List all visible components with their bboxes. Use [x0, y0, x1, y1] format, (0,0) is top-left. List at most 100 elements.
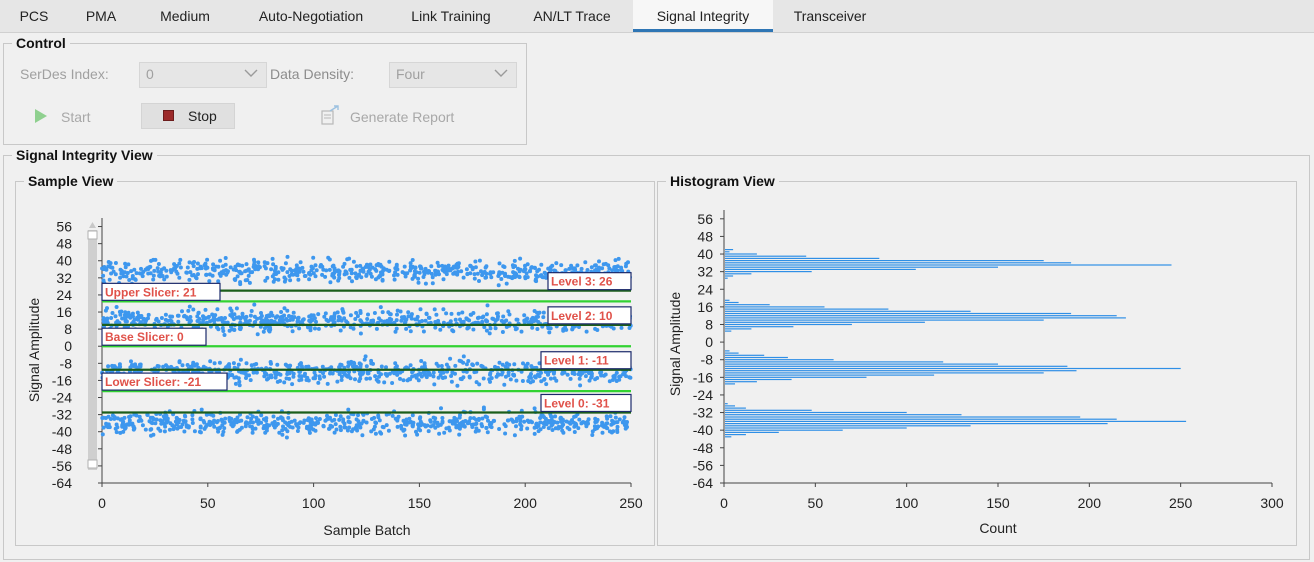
sample-point — [307, 271, 312, 276]
sample-point — [174, 269, 179, 274]
sample-point — [374, 326, 379, 331]
sample-point — [419, 421, 424, 426]
tab-link-training[interactable]: Link Training — [411, 8, 491, 24]
histogram-bar — [725, 427, 907, 429]
sample-point — [207, 279, 212, 284]
sample-point — [295, 429, 300, 433]
sample-point — [181, 418, 186, 423]
sample-point — [484, 271, 489, 276]
sample-point — [211, 413, 216, 418]
histogram-bar — [725, 363, 998, 365]
sample-point — [395, 272, 400, 277]
sample-point — [194, 276, 199, 281]
sample-point — [599, 373, 604, 378]
sample-point — [278, 379, 282, 383]
sample-point — [284, 435, 289, 440]
sample-point — [297, 326, 302, 331]
sample-point — [532, 431, 537, 436]
sample-point — [233, 277, 238, 282]
sample-point — [416, 378, 421, 383]
sample-point — [403, 274, 408, 279]
sample-point — [527, 375, 532, 380]
histogram-bar — [725, 431, 779, 433]
scrollbar-track[interactable] — [88, 230, 97, 470]
sample-point — [414, 270, 419, 275]
histogram-bar — [725, 356, 788, 359]
sample-point — [139, 266, 143, 271]
sample-point — [151, 432, 156, 437]
stop-button[interactable]: Stop — [141, 103, 235, 129]
sample-point — [153, 257, 158, 262]
scroll-up-icon[interactable] — [89, 222, 96, 228]
tab-transceiver[interactable]: Transceiver — [793, 8, 867, 24]
sample-point — [585, 268, 590, 272]
generate-report-button[interactable]: Generate Report — [316, 104, 476, 128]
tab-signal-integrity[interactable]: Signal Integrity — [633, 0, 773, 32]
y-tick-label: -32 — [693, 405, 713, 421]
sample-point — [548, 376, 553, 381]
sample-point — [487, 331, 492, 336]
sample-point — [626, 260, 630, 265]
sample-point — [330, 272, 335, 276]
sample-point — [461, 360, 466, 365]
tab-pma[interactable]: PMA — [85, 8, 117, 24]
sample-point — [333, 422, 338, 427]
sample-point — [110, 311, 115, 315]
sample-point — [489, 275, 494, 280]
y-tick-label: 8 — [64, 321, 72, 337]
sample-point — [335, 310, 340, 315]
sample-point — [590, 429, 595, 434]
sample-point — [176, 313, 181, 318]
amplitude-scrollbar[interactable] — [87, 222, 98, 470]
scrollbar-top-thumb[interactable] — [87, 230, 98, 240]
y-tick-label: -24 — [693, 387, 713, 403]
tab-auto-negotiation[interactable]: Auto-Negotiation — [258, 8, 364, 24]
sample-point — [266, 376, 271, 381]
sample-point — [419, 359, 424, 363]
sample-point — [507, 312, 512, 317]
sample-point — [556, 426, 561, 431]
sample-point — [550, 415, 554, 420]
sample-point — [311, 255, 316, 260]
sample-point — [496, 372, 501, 377]
scrollbar-bottom-thumb[interactable] — [87, 459, 98, 469]
sample-point — [605, 426, 610, 431]
sample-point — [401, 316, 406, 321]
sample-point — [100, 432, 105, 437]
sample-point — [261, 329, 266, 334]
histogram-bar — [725, 304, 770, 306]
sample-point — [272, 272, 277, 277]
sample-point — [364, 364, 369, 369]
sample-point — [106, 422, 111, 427]
sample-point — [269, 267, 274, 272]
sample-point — [262, 260, 267, 265]
sample-point — [553, 414, 558, 419]
histogram-bar — [725, 416, 1081, 418]
sample-point — [143, 267, 148, 272]
sample-point — [453, 363, 458, 368]
sample-point — [232, 327, 237, 332]
x-tick-label: 100 — [895, 495, 919, 511]
serdes-index-select[interactable]: 0 — [139, 62, 267, 88]
sample-point — [245, 415, 250, 420]
sample-point — [505, 418, 510, 423]
tab-medium[interactable]: Medium — [160, 8, 210, 24]
sample-view-group: Sample View — [15, 173, 655, 546]
sample-point — [406, 310, 411, 315]
sample-point — [465, 421, 470, 426]
sample-point — [234, 375, 239, 380]
sample-point — [485, 303, 490, 308]
sample-point — [597, 259, 601, 264]
sample-point — [493, 326, 498, 331]
start-button[interactable]: Start — [24, 104, 134, 128]
sample-point — [466, 359, 471, 363]
sample-point — [311, 313, 316, 318]
sample-point — [448, 268, 453, 273]
sample-point — [198, 425, 203, 430]
sample-point — [458, 317, 462, 322]
data-density-select[interactable]: Four — [389, 62, 517, 88]
sample-point — [120, 316, 125, 321]
tab-an-lt-trace[interactable]: AN/LT Trace — [533, 8, 611, 24]
sample-point — [512, 272, 517, 277]
tab-pcs[interactable]: PCS — [19, 8, 49, 24]
